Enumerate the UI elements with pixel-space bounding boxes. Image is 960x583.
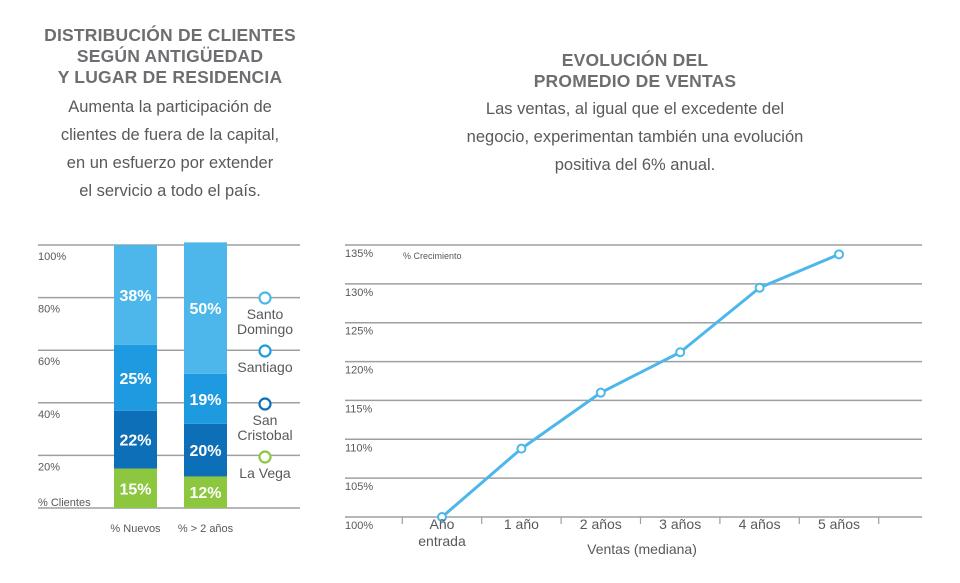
data-point <box>595 387 606 398</box>
data-point <box>516 443 527 454</box>
left-chart-description: Aumenta la participación de clientes de … <box>20 93 320 205</box>
stacked-bar-chart: 20% 40% 60% 80% 100% % Clientes 15% 22% 25% 38% % … <box>38 242 300 535</box>
data-label: 38% <box>119 288 151 305</box>
title-line: EVOLUCIÓN DEL <box>561 50 709 70</box>
y-tick-label: 80% <box>38 304 60 316</box>
y-axis-title: % Clientes <box>38 497 91 509</box>
data-point <box>437 512 447 522</box>
description-line: clientes de fuera de la capital, <box>60 126 280 144</box>
title-line: Y LUGAR DE RESIDENCIA <box>57 67 283 87</box>
description-line: en un esfuerzo por extender <box>66 154 274 172</box>
x-tick-label: 5 años <box>818 516 860 532</box>
y-axis-title: % Crecimiento <box>403 251 462 261</box>
line-chart: 100% 105% 110% 115% 120% 125% 130% 135% % Crecim… <box>345 244 922 557</box>
bar-segment <box>114 410 157 469</box>
legend-marker <box>258 450 272 464</box>
legend-label: Domingo <box>237 321 293 337</box>
y-tick-label: 135% <box>345 248 373 260</box>
x-tick-label: % > 2 años <box>178 523 234 535</box>
x-tick-label: % Nuevos <box>110 523 161 535</box>
legend-marker <box>258 397 272 411</box>
description-line: Las ventas, al igual que el excedente de… <box>485 100 785 118</box>
y-tick-label: 110% <box>345 442 373 454</box>
x-tick-label: 2 años <box>580 516 622 532</box>
bar-segment <box>114 344 157 411</box>
data-label: 22% <box>119 433 151 450</box>
y-tick-label: 120% <box>345 365 373 377</box>
bar-segment <box>114 245 157 345</box>
left-chart-title: DISTRIBUCIÓN DE CLIENTES SEGÚN ANTIGÜEDA… <box>20 25 320 88</box>
y-tick-label: 130% <box>345 287 373 299</box>
x-tick-label: 3 años <box>659 516 701 532</box>
legend-label: Cristobal <box>237 427 292 443</box>
x-tick-label: entrada <box>418 533 466 549</box>
data-point <box>754 282 765 293</box>
legend-marker <box>258 291 272 305</box>
data-label: 19% <box>189 392 221 409</box>
description-line: Aumenta la participación de <box>68 98 272 116</box>
data-label: 50% <box>189 301 221 318</box>
right-chart-description: Las ventas, al igual que el excedente de… <box>440 95 830 179</box>
x-axis-title: Ventas (mediana) <box>587 541 697 557</box>
legend-label: La Vega <box>239 465 291 481</box>
description-line: el servicio a todo el país. <box>79 182 261 200</box>
legend-marker <box>258 344 272 358</box>
y-tick-label: 100% <box>38 251 66 263</box>
bar-segment <box>184 373 227 424</box>
series-line <box>441 252 840 519</box>
legend-label: Santiago <box>237 359 292 375</box>
right-chart-title: EVOLUCIÓN DEL PROMEDIO DE VENTAS <box>440 50 830 92</box>
data-label: 15% <box>119 481 151 498</box>
title-line: SEGÚN ANTIGÜEDAD <box>76 46 264 66</box>
y-tick-label: 40% <box>38 409 60 421</box>
bar-segment <box>184 242 227 374</box>
y-tick-label: 20% <box>38 461 60 473</box>
data-label: 12% <box>189 485 221 502</box>
x-tick-label: 4 años <box>739 516 781 532</box>
data-label: 25% <box>119 371 151 388</box>
bar-segment <box>184 476 227 508</box>
description-line: positiva del 6% anual. <box>554 156 716 174</box>
legend-label: San <box>253 412 278 428</box>
x-tick-label: 1 año <box>504 516 539 532</box>
y-tick-label: 100% <box>345 520 373 532</box>
y-tick-label: 115% <box>345 403 373 415</box>
title-line: PROMEDIO DE VENTAS <box>533 71 737 91</box>
bar-segment <box>114 468 157 508</box>
data-point <box>675 347 686 358</box>
data-point <box>834 249 844 260</box>
title-line: DISTRIBUCIÓN DE CLIENTES <box>44 25 296 45</box>
data-label: 20% <box>189 443 221 460</box>
y-tick-label: 60% <box>38 356 60 368</box>
y-tick-label: 105% <box>345 481 373 493</box>
bar-segment <box>184 423 227 477</box>
legend-label: Santo <box>247 306 284 322</box>
x-tick-label: Año <box>430 516 455 532</box>
y-tick-label: 125% <box>345 326 373 338</box>
description-line: negocio, experimentan también una evoluc… <box>466 128 804 146</box>
